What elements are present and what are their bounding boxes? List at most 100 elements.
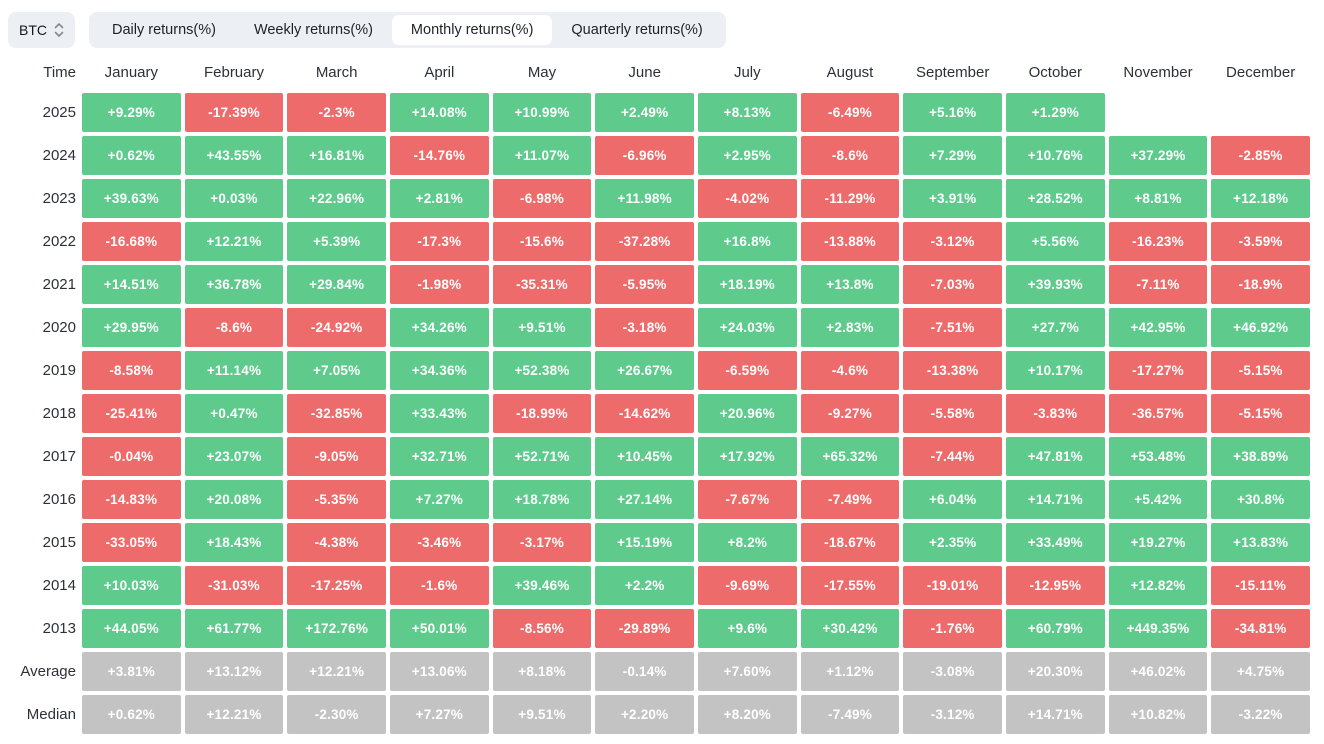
cell-2025-december: [1211, 93, 1310, 132]
cell-2021-april: -1.98%: [389, 265, 489, 304]
cell-2025-may: +10.99%: [492, 93, 592, 132]
cell-2013-january: +44.05%: [82, 609, 181, 648]
cell-2023-march: +22.96%: [287, 179, 386, 218]
cell-2019-may: +52.38%: [492, 351, 592, 390]
symbol-selector-value: BTC: [19, 22, 47, 38]
symbol-selector[interactable]: BTC: [8, 12, 75, 48]
tab-monthly-returns[interactable]: Monthly returns(%): [391, 15, 553, 45]
cell-2016-december: +30.8%: [1211, 480, 1310, 519]
cell-2017-july: +17.92%: [697, 437, 797, 476]
cell-median-may: +9.51%: [492, 695, 592, 734]
cell-2014-april: -1.6%: [389, 566, 489, 605]
cell-median-february: +12.21%: [184, 695, 284, 734]
cell-2021-august: +13.8%: [800, 265, 900, 304]
cell-median-october: +14.71%: [1005, 695, 1105, 734]
cell-2013-august: +30.42%: [800, 609, 900, 648]
cell-2023-november: +8.81%: [1108, 179, 1208, 218]
cell-2024-april: -14.76%: [389, 136, 489, 175]
cell-2021-january: +14.51%: [82, 265, 181, 304]
cell-2016-september: +6.04%: [903, 480, 1002, 519]
cell-2013-march: +172.76%: [287, 609, 386, 648]
cell-2023-january: +39.63%: [82, 179, 181, 218]
cell-2022-november: -16.23%: [1108, 222, 1208, 261]
cell-2015-may: -3.17%: [492, 523, 592, 562]
cell-average-august: +1.12%: [800, 652, 900, 691]
cell-2022-december: -3.59%: [1211, 222, 1310, 261]
tab-weekly-returns[interactable]: Weekly returns(%): [253, 22, 373, 38]
cell-2020-january: +29.95%: [82, 308, 181, 347]
cell-2024-september: +7.29%: [903, 136, 1002, 175]
row-label-2025: 2025: [42, 104, 76, 121]
cell-2025-february: -17.39%: [184, 93, 284, 132]
cell-2023-december: +12.18%: [1211, 179, 1310, 218]
cell-2019-november: -17.27%: [1108, 351, 1208, 390]
cell-2019-july: -6.59%: [697, 351, 797, 390]
column-header-march: March: [315, 64, 358, 81]
cell-2018-april: +33.43%: [389, 394, 489, 433]
cell-median-january: +0.62%: [82, 695, 181, 734]
cell-median-july: +8.20%: [697, 695, 797, 734]
cell-2016-august: -7.49%: [800, 480, 900, 519]
cell-2015-june: +15.19%: [595, 523, 694, 562]
cell-2025-march: -2.3%: [287, 93, 386, 132]
cell-median-november: +10.82%: [1108, 695, 1208, 734]
cell-2024-august: -8.6%: [800, 136, 900, 175]
cell-2017-december: +38.89%: [1211, 437, 1310, 476]
row-label-2017: 2017: [42, 448, 76, 465]
cell-median-march: -2.30%: [287, 695, 386, 734]
cell-2016-july: -7.67%: [697, 480, 797, 519]
column-header-february: February: [203, 64, 264, 81]
cell-2015-august: -18.67%: [800, 523, 900, 562]
cell-2014-august: -17.55%: [800, 566, 900, 605]
cell-2016-february: +20.08%: [184, 480, 284, 519]
cell-2025-september: +5.16%: [903, 93, 1002, 132]
cell-2018-november: -36.57%: [1108, 394, 1208, 433]
cell-2022-july: +16.8%: [697, 222, 797, 261]
cell-2020-november: +42.95%: [1108, 308, 1208, 347]
cell-average-may: +8.18%: [492, 652, 592, 691]
cell-2015-april: -3.46%: [389, 523, 489, 562]
cell-average-september: -3.08%: [903, 652, 1002, 691]
row-label-2022: 2022: [42, 233, 76, 250]
cell-2017-february: +23.07%: [184, 437, 284, 476]
cell-2013-december: -34.81%: [1211, 609, 1310, 648]
cell-2022-october: +5.56%: [1005, 222, 1105, 261]
cell-2015-january: -33.05%: [82, 523, 181, 562]
cell-average-june: -0.14%: [595, 652, 694, 691]
cell-2013-may: -8.56%: [492, 609, 592, 648]
row-label-2021: 2021: [42, 276, 76, 293]
cell-2018-march: -32.85%: [287, 394, 386, 433]
cell-2016-november: +5.42%: [1108, 480, 1208, 519]
cell-2018-december: -5.15%: [1211, 394, 1310, 433]
cell-2019-march: +7.05%: [287, 351, 386, 390]
returns-grid: Time January February March April May June July…: [14, 57, 1310, 734]
tab-quarterly-returns[interactable]: Quarterly returns(%): [571, 22, 703, 38]
cell-2025-august: -6.49%: [800, 93, 900, 132]
cell-2018-february: +0.47%: [184, 394, 284, 433]
cell-2020-december: +46.92%: [1211, 308, 1310, 347]
cell-2023-may: -6.98%: [492, 179, 592, 218]
row-label-2016: 2016: [42, 491, 76, 508]
tab-daily-returns[interactable]: Daily returns(%): [112, 22, 216, 38]
row-label-median: Median: [26, 706, 76, 723]
cell-average-october: +20.30%: [1005, 652, 1105, 691]
column-header-may: May: [527, 64, 557, 81]
cell-2018-may: -18.99%: [492, 394, 592, 433]
cell-2015-november: +19.27%: [1108, 523, 1208, 562]
cell-2020-june: -3.18%: [595, 308, 694, 347]
cell-2022-september: -3.12%: [903, 222, 1002, 261]
cell-2023-june: +11.98%: [595, 179, 694, 218]
cell-2013-july: +9.6%: [697, 609, 797, 648]
cell-2019-april: +34.36%: [389, 351, 489, 390]
cell-average-july: +7.60%: [697, 652, 797, 691]
cell-2013-november: +449.35%: [1108, 609, 1208, 648]
cell-2020-july: +24.03%: [697, 308, 797, 347]
cell-2013-september: -1.76%: [903, 609, 1002, 648]
cell-2018-september: -5.58%: [903, 394, 1002, 433]
cell-2020-april: +34.26%: [389, 308, 489, 347]
column-header-june: June: [628, 64, 661, 81]
cell-2014-july: -9.69%: [697, 566, 797, 605]
cell-average-march: +12.21%: [287, 652, 386, 691]
cell-2025-april: +14.08%: [389, 93, 489, 132]
cell-2024-july: +2.95%: [697, 136, 797, 175]
